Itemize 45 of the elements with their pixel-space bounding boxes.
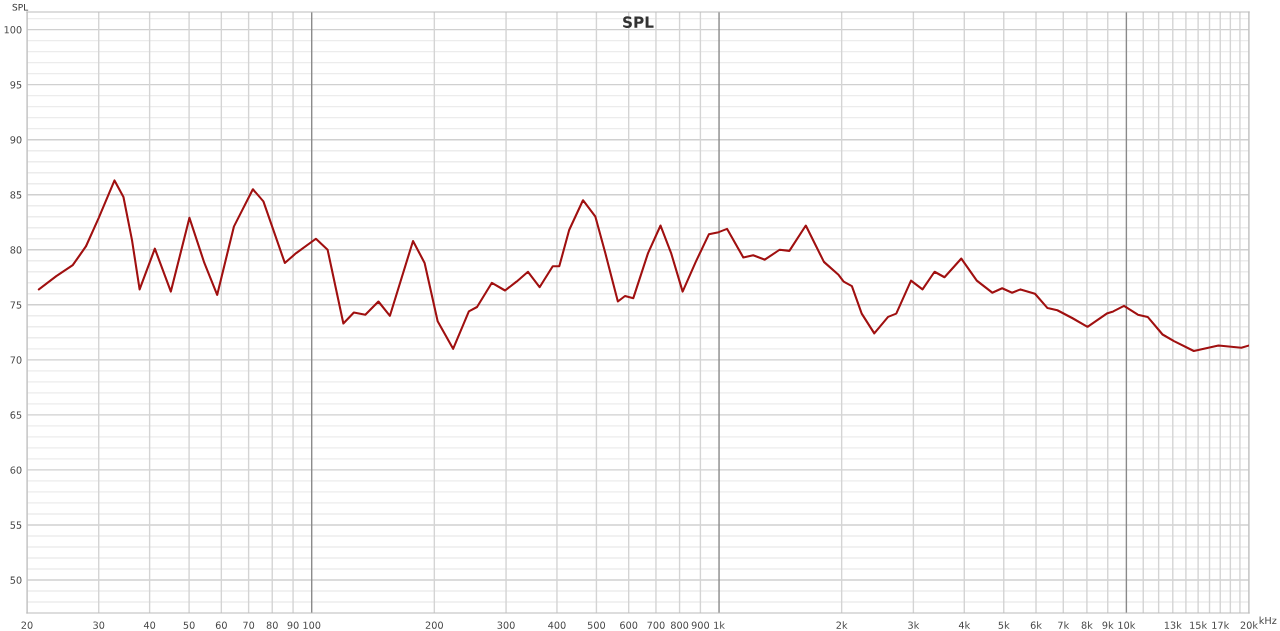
chart-title: SPL bbox=[623, 16, 654, 28]
x-tick-label: 600 bbox=[620, 621, 638, 629]
x-tick-label: 500 bbox=[587, 621, 606, 629]
y-tick-label: 90 bbox=[10, 136, 22, 144]
x-tick-label: 70 bbox=[243, 621, 255, 629]
x-tick-label: 100 bbox=[303, 621, 321, 629]
x-tick-label: 300 bbox=[497, 621, 515, 629]
y-tick-label: 80 bbox=[10, 246, 22, 254]
x-tick-label: 17k bbox=[1212, 621, 1230, 629]
x-tick-label: 13k bbox=[1164, 621, 1182, 629]
y-tick-label: 55 bbox=[10, 521, 22, 529]
x-tick-label: 80 bbox=[266, 621, 278, 629]
x-tick-label: 20k bbox=[1240, 621, 1258, 629]
x-tick-label: 200 bbox=[425, 621, 443, 629]
x-tick-label: 8k bbox=[1081, 621, 1093, 629]
y-tick-label: 100 bbox=[4, 26, 22, 34]
y-tick-label: 70 bbox=[10, 356, 22, 364]
x-tick-label: 15k bbox=[1190, 621, 1208, 629]
x-tick-label: 7k bbox=[1058, 621, 1070, 629]
x-tick-label: 60 bbox=[215, 621, 227, 629]
x-tick-label: 20 bbox=[21, 621, 33, 629]
x-tick-label: 40 bbox=[143, 621, 156, 629]
x-tick-label: 6k bbox=[1030, 621, 1042, 629]
y-tick-label: 85 bbox=[10, 191, 22, 199]
x-tick-label: 10k bbox=[1118, 621, 1136, 629]
x-axis-title: kHz bbox=[1259, 616, 1277, 624]
x-tick-label: 4k bbox=[958, 621, 971, 629]
y-tick-label: 95 bbox=[10, 81, 22, 89]
y-tick-label: 65 bbox=[10, 411, 22, 419]
x-tick-label: 3k bbox=[908, 621, 920, 629]
y-tick-label: 50 bbox=[10, 576, 22, 584]
x-tick-label: 5k bbox=[998, 621, 1010, 629]
x-tick-label: 800 bbox=[670, 621, 689, 629]
x-tick-label: 50 bbox=[183, 621, 195, 629]
x-tick-label: 700 bbox=[647, 621, 665, 629]
x-tick-label: 400 bbox=[548, 621, 566, 629]
y-tick-label: 60 bbox=[10, 466, 22, 474]
y-tick-label: 75 bbox=[10, 301, 22, 309]
x-tick-label: 900 bbox=[691, 621, 710, 629]
x-tick-label: 9k bbox=[1102, 621, 1114, 629]
x-tick-label: 90 bbox=[287, 621, 299, 629]
x-tick-label: 2k bbox=[836, 621, 848, 629]
y-axis-title: SPL bbox=[12, 3, 29, 11]
x-tick-label: 1k bbox=[714, 621, 725, 629]
x-tick-label: 30 bbox=[93, 621, 105, 629]
